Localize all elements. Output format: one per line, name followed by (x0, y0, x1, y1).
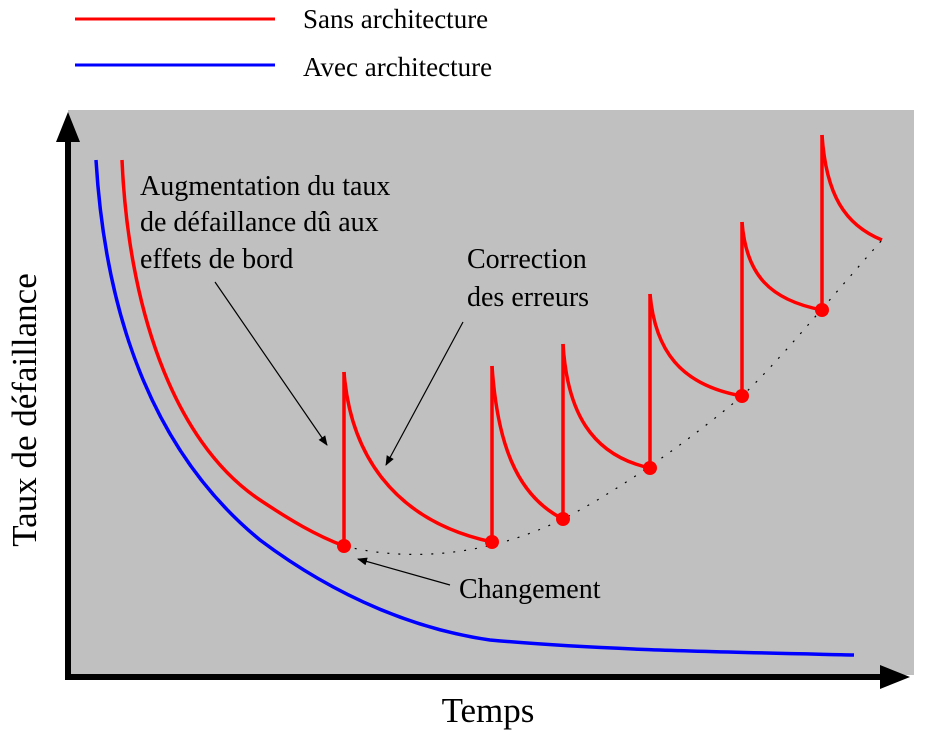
change-point (556, 512, 570, 526)
change-point (735, 389, 749, 403)
change-point (485, 535, 499, 549)
legend-label-without-architecture: Sans architecture (303, 4, 488, 34)
curve-with-architecture (94, 159, 855, 657)
x-axis-label: Temps (442, 691, 535, 730)
annotation-change-label: Changement (459, 574, 601, 605)
side-effects-arrow (214, 281, 328, 446)
y-axis-arrowhead (56, 112, 80, 142)
axes (56, 112, 910, 689)
trend-dotted-line (343, 239, 883, 556)
annotation-side-effects-line: de défaillance dû aux (140, 207, 379, 238)
change-point (337, 539, 351, 553)
legend: Sans architecture Avec architecture (75, 4, 492, 82)
annotation-error-correction-line: des erreurs (467, 282, 589, 313)
change-point (643, 461, 657, 475)
error-correction-arrow (385, 321, 464, 466)
annotation-error-correction: Correction des erreurs (385, 244, 594, 466)
annotation-side-effects-line: effets de bord (140, 244, 293, 275)
change-point (815, 303, 829, 317)
annotation-change: Changement (357, 557, 601, 605)
x-axis-arrowhead (880, 665, 910, 689)
curve-without-architecture (120, 134, 883, 548)
legend-label-with-architecture: Avec architecture (303, 52, 492, 82)
annotation-side-effects: Augmentation du taux de défaillance dû a… (140, 171, 397, 446)
change-arrow (357, 557, 451, 586)
change-points (337, 303, 829, 553)
y-axis-label: Taux de défaillance (5, 273, 44, 547)
annotation-side-effects-line: Augmentation du taux (140, 171, 390, 202)
annotation-error-correction-line: Correction (467, 244, 587, 275)
svg-text:Augmentation du taux de: Augmentation du taux de défaillance dû a… (140, 171, 397, 275)
svg-text:Correction des erreurs: Correction des erreurs (467, 244, 594, 313)
